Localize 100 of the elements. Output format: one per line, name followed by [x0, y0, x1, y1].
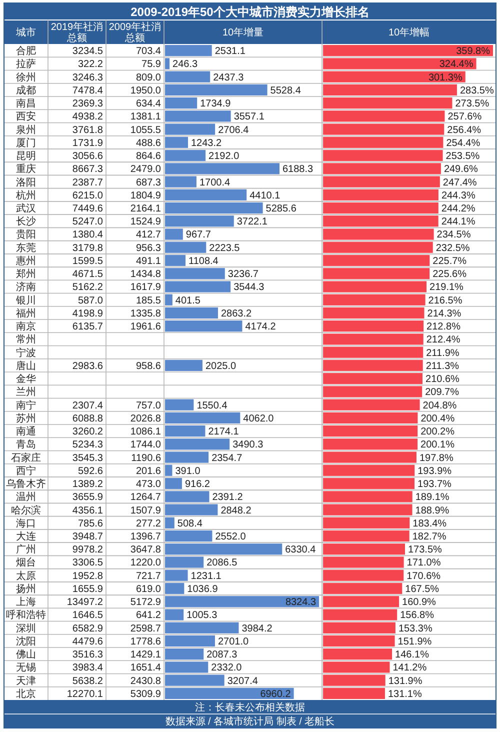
- category-label: 乌鲁木齐: [6, 478, 46, 490]
- data-label: 182.7%: [412, 532, 446, 542]
- data-label: 210.6%: [426, 374, 460, 386]
- data-label: 1550.4: [196, 400, 228, 412]
- bar: [323, 124, 444, 135]
- data-label: 2391.2: [212, 492, 244, 504]
- data-label: 216.5%: [428, 295, 462, 306]
- data-label: 225.7%: [432, 256, 467, 267]
- category-label: 武汉: [16, 202, 36, 214]
- category-label: 温州: [16, 491, 36, 504]
- bar: [165, 189, 247, 200]
- data-label: 2706.4: [218, 124, 250, 136]
- data-label: 234.5%: [436, 230, 471, 241]
- bar: [323, 438, 418, 450]
- bar: [323, 58, 476, 70]
- category-label: 哈尔滨: [11, 504, 41, 516]
- bar: [323, 346, 424, 358]
- category-label: 昆明: [16, 151, 36, 162]
- data-label: 1700.4: [199, 177, 230, 188]
- bar: [165, 648, 204, 660]
- data-label: 246.3: [172, 59, 198, 70]
- text: 2019年社消总额: [50, 21, 104, 44]
- data-label: 2223.5: [209, 242, 240, 254]
- data-label: 2332.0: [211, 662, 242, 674]
- data-label: 4062.0: [243, 413, 274, 424]
- bar: [323, 530, 410, 542]
- bar: [323, 478, 415, 490]
- bar: [165, 662, 208, 673]
- data-label: 641.2: [136, 610, 162, 622]
- data-label: 1036.9: [187, 584, 218, 595]
- bar: [323, 163, 441, 174]
- category-label: 成都: [16, 84, 36, 96]
- category-label: 银川: [15, 294, 36, 306]
- bar: [165, 452, 209, 463]
- bar: [323, 635, 395, 647]
- bar: [165, 582, 184, 594]
- data-label: 1952.8: [72, 570, 104, 582]
- data-label: 587.0: [78, 295, 104, 306]
- data-label: 211.3%: [426, 360, 460, 372]
- bar: [165, 556, 204, 568]
- bar: [165, 688, 294, 699]
- bar: [165, 635, 215, 647]
- data-label: 6330.4: [285, 544, 316, 556]
- data-label: 4198.9: [72, 308, 104, 320]
- data-label: 916.2: [184, 479, 210, 490]
- data-label: 3490.3: [232, 440, 264, 451]
- data-label: 1744.0: [130, 440, 162, 451]
- category-label: 佛山: [16, 648, 36, 661]
- category-label: 无锡: [16, 662, 36, 674]
- category-label: 杭州: [15, 189, 36, 202]
- bar: [165, 399, 194, 410]
- data-label: 170.6%: [406, 570, 441, 582]
- bar: [323, 228, 434, 240]
- bar: [165, 674, 224, 686]
- data-label: 1804.9: [130, 190, 162, 202]
- data-label: 1335.8: [130, 308, 162, 320]
- source-note: 数据来源 / 各城市统计局 制表 / 老船长: [165, 716, 335, 728]
- data-label: 301.3%: [428, 72, 462, 84]
- data-label: 1734.9: [200, 98, 232, 110]
- data-label: 5638.2: [72, 676, 104, 687]
- bar: [323, 254, 430, 266]
- data-label: 2087.3: [206, 650, 238, 661]
- category-label: 沈阳: [16, 635, 36, 648]
- data-label: 1655.9: [72, 584, 104, 595]
- bar: [323, 544, 405, 555]
- data-label: 1778.6: [130, 636, 162, 648]
- data-label: 257.6%: [448, 112, 482, 123]
- data-label: 5172.9: [130, 597, 162, 608]
- data-label: 809.0: [136, 72, 162, 84]
- bar: [165, 176, 196, 188]
- category-label: 洛阳: [16, 176, 36, 188]
- data-label: 253.5%: [446, 151, 480, 162]
- data-label: 864.6: [136, 151, 162, 162]
- bar: [165, 530, 212, 542]
- data-label: 193.9%: [418, 466, 452, 477]
- data-label: 146.1%: [395, 650, 430, 661]
- data-label: 6088.8: [72, 413, 104, 424]
- bar: [165, 570, 188, 581]
- bar: [165, 438, 230, 450]
- data-label: 232.5%: [436, 242, 470, 254]
- data-label: 2354.7: [212, 452, 243, 464]
- bar: [323, 373, 423, 384]
- bar: [165, 110, 231, 122]
- bar: [323, 386, 422, 398]
- data-label: 1389.2: [72, 479, 104, 490]
- bar: [165, 294, 172, 306]
- data-label: 212.8%: [426, 322, 461, 333]
- bar: [165, 268, 225, 280]
- data-label: 3647.8: [130, 544, 162, 556]
- bar: [323, 582, 402, 594]
- data-label: 244.2%: [441, 204, 476, 214]
- bar: [323, 491, 412, 502]
- data-label: 391.0: [175, 466, 201, 477]
- bar: [165, 464, 172, 476]
- category-label: 太原: [16, 570, 36, 582]
- category-label: 济南: [16, 281, 36, 294]
- category-label: 长沙: [16, 216, 36, 228]
- category-label: 兰州: [16, 386, 36, 398]
- data-label: 2430.8: [130, 676, 162, 687]
- data-label: 1524.9: [130, 216, 162, 228]
